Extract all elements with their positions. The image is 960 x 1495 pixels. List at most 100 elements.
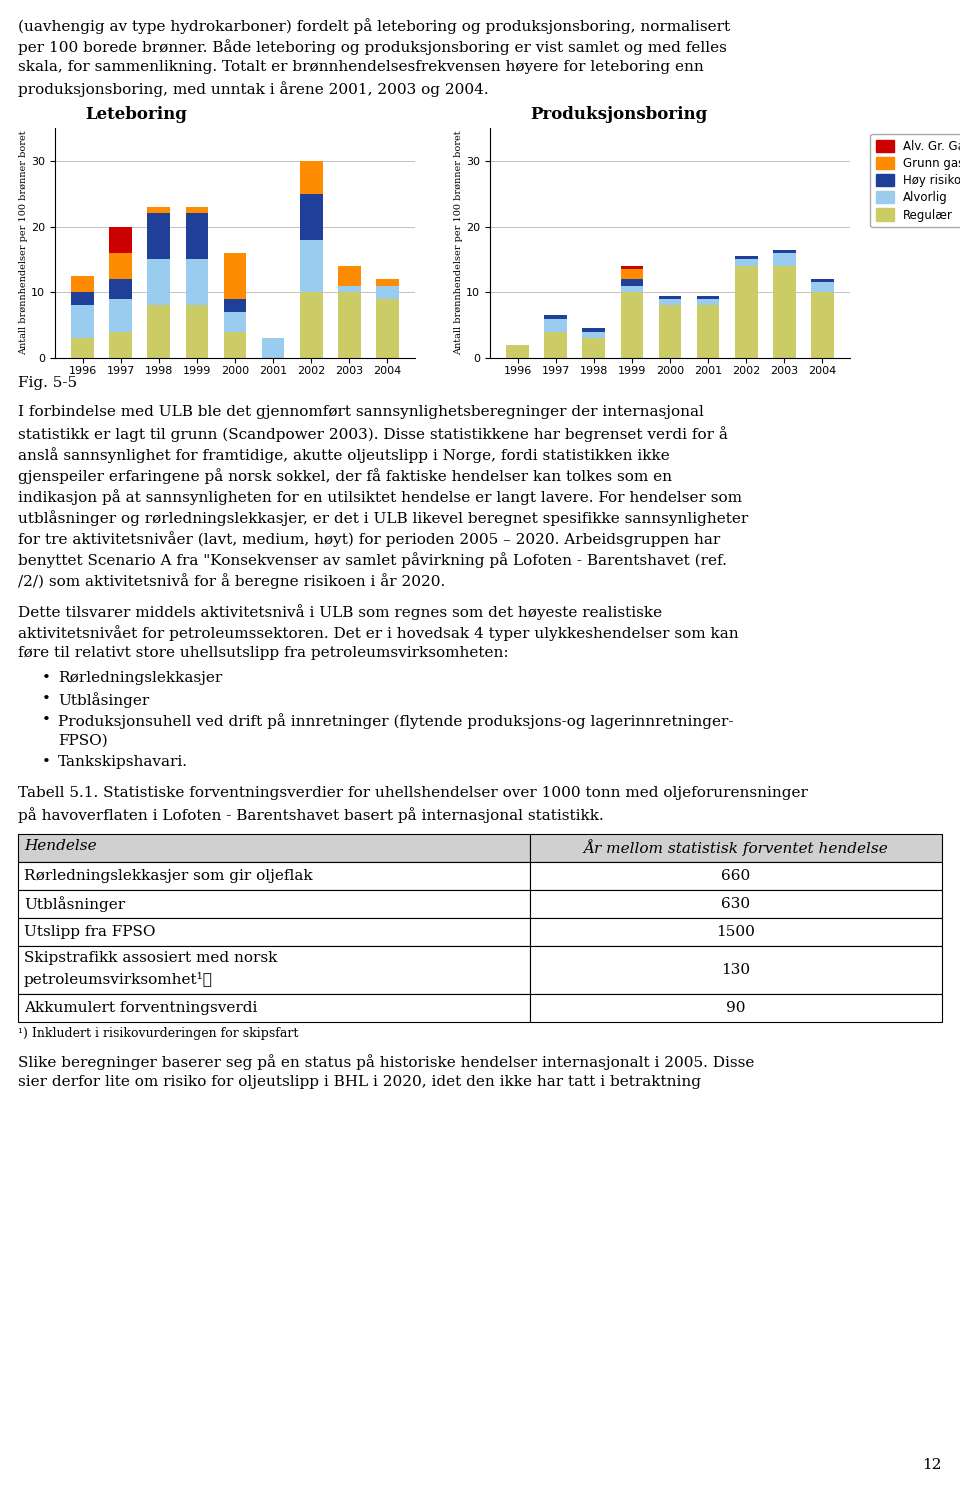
Bar	[506, 345, 529, 357]
Bar	[148, 260, 170, 305]
Text: sier derfor lite om risiko for oljeutslipp i BHL i 2020, idet den ikke har tatt : sier derfor lite om risiko for oljeutsli…	[18, 1075, 701, 1088]
Text: 12: 12	[923, 1458, 942, 1473]
Bar	[262, 338, 284, 357]
Text: indikasjon på at sannsynligheten for en utilsiktet hendelse er langt lavere. For: indikasjon på at sannsynligheten for en …	[18, 489, 742, 505]
Bar	[224, 253, 247, 299]
Bar	[148, 214, 170, 260]
Bar	[811, 283, 833, 293]
Bar	[583, 332, 606, 338]
Text: på havoverflaten i Lofoten - Barentshavet basert på internasjonal statistikk.: på havoverflaten i Lofoten - Barentshave…	[18, 807, 604, 822]
Text: petroleumsvirksomhet¹⧠: petroleumsvirksomhet¹⧠	[24, 972, 213, 987]
Text: Slike beregninger baserer seg på en status på historiske hendelser internasjonal: Slike beregninger baserer seg på en stat…	[18, 1054, 755, 1070]
Bar	[544, 318, 567, 332]
Bar	[18, 834, 530, 863]
Bar	[300, 161, 323, 194]
Text: Produksjonsboring: Produksjonsboring	[530, 106, 708, 123]
Bar	[148, 305, 170, 357]
Text: Utblåsninger: Utblåsninger	[24, 896, 125, 912]
Bar	[734, 266, 757, 357]
Bar	[375, 299, 398, 357]
Text: anslå sannsynlighet for framtidige, akutte oljeutslipp i Norge, fordi statistikk: anslå sannsynlighet for framtidige, akut…	[18, 447, 670, 463]
Y-axis label: Antall brønnhendelser per 100 brønner boret: Antall brønnhendelser per 100 brønner bo…	[19, 130, 29, 356]
Text: 660: 660	[721, 869, 751, 884]
Bar	[811, 293, 833, 357]
Bar	[620, 266, 643, 269]
Bar	[659, 299, 682, 305]
Text: Tabell 5.1. Statistiske forventningsverdier for uhellshendelser over 1000 tonn m: Tabell 5.1. Statistiske forventningsverd…	[18, 786, 808, 800]
Bar	[300, 239, 323, 293]
Bar	[530, 863, 942, 890]
Bar	[148, 206, 170, 214]
Text: 1500: 1500	[716, 925, 756, 939]
Bar	[224, 312, 247, 332]
Text: Fig. 5-5: Fig. 5-5	[18, 377, 77, 390]
Bar	[18, 890, 530, 918]
Text: Hendelse: Hendelse	[24, 839, 97, 854]
Bar	[583, 329, 606, 332]
Text: Akkumulert forventningsverdi: Akkumulert forventningsverdi	[24, 1002, 257, 1015]
Bar	[620, 286, 643, 293]
Text: benyttet Scenario A fra "Konsekvenser av samlet påvirkning på Lofoten - Barentsh: benyttet Scenario A fra "Konsekvenser av…	[18, 552, 727, 568]
Bar	[300, 293, 323, 357]
Text: •: •	[42, 755, 51, 768]
Text: Rørledningslekkasjer som gir oljeflak: Rørledningslekkasjer som gir oljeflak	[24, 869, 313, 884]
Text: aktivitetsnivået for petroleumssektoren. Det er i hovedsak 4 typer ulykkeshendel: aktivitetsnivået for petroleumssektoren.…	[18, 625, 738, 641]
Bar	[18, 994, 530, 1023]
Bar	[71, 305, 94, 338]
Text: /2/) som aktivitetsnivå for å beregne risikoen i år 2020.: /2/) som aktivitetsnivå for å beregne ri…	[18, 573, 445, 589]
Text: for tre aktivitetsnivåer (lavt, medium, høyt) for perioden 2005 – 2020. Arbeidsg: for tre aktivitetsnivåer (lavt, medium, …	[18, 531, 720, 547]
Text: Utslipp fra FPSO: Utslipp fra FPSO	[24, 925, 156, 939]
Text: Skipstrafikk assosiert med norsk: Skipstrafikk assosiert med norsk	[24, 951, 277, 964]
Text: Dette tilsvarer middels aktivitetsnivå i ULB som regnes som det høyeste realisti: Dette tilsvarer middels aktivitetsnivå i…	[18, 604, 662, 620]
Bar	[697, 299, 719, 305]
Bar	[773, 266, 796, 357]
Text: År mellom statistisk forventet hendelse: År mellom statistisk forventet hendelse	[584, 840, 888, 857]
Text: Rørledningslekkasjer: Rørledningslekkasjer	[58, 671, 223, 685]
Bar	[109, 280, 132, 299]
Bar	[544, 332, 567, 357]
Bar	[530, 834, 942, 863]
Bar	[544, 315, 567, 318]
Text: Tankskipshavari.: Tankskipshavari.	[58, 755, 188, 768]
Bar	[109, 253, 132, 280]
Bar	[530, 890, 942, 918]
Bar	[620, 280, 643, 286]
Bar	[338, 266, 361, 286]
Text: skala, for sammenlikning. Totalt er brønnhendelsesfrekvensen høyere for letebori: skala, for sammenlikning. Totalt er brøn…	[18, 60, 704, 73]
Bar	[109, 299, 132, 332]
Bar	[659, 296, 682, 299]
Text: per 100 borede brønner. Både leteboring og produksjonsboring er vist samlet og m: per 100 borede brønner. Både leteboring …	[18, 39, 727, 55]
Bar	[18, 918, 530, 946]
Bar	[18, 863, 530, 890]
Text: FPSO): FPSO)	[58, 734, 108, 748]
Bar	[773, 250, 796, 253]
Bar	[811, 280, 833, 283]
Bar	[530, 918, 942, 946]
Text: utblåsninger og rørledningslekkasjer, er det i ULB likevel beregnet spesifikke s: utblåsninger og rørledningslekkasjer, er…	[18, 510, 748, 526]
Text: I forbindelse med ULB ble det gjennomført sannsynlighetsberegninger der internas: I forbindelse med ULB ble det gjennomfør…	[18, 405, 704, 419]
Bar	[185, 206, 208, 214]
Text: Produksjonsuhell ved drift på innretninger (flytende produksjons-og lagerinnretn: Produksjonsuhell ved drift på innretning…	[58, 713, 733, 730]
Bar	[71, 338, 94, 357]
Bar	[375, 280, 398, 286]
Bar	[697, 305, 719, 357]
Bar	[697, 296, 719, 299]
Text: •: •	[42, 692, 51, 706]
Text: Leteboring: Leteboring	[85, 106, 187, 123]
Text: Utblåsinger: Utblåsinger	[58, 692, 149, 707]
Text: (uavhengig av type hydrokarboner) fordelt på leteboring og produksjonsboring, no: (uavhengig av type hydrokarboner) fordel…	[18, 18, 731, 34]
Bar	[224, 299, 247, 312]
Bar	[620, 269, 643, 280]
Legend: Alv. Gr. Gass, Grunn gass, Høy risiko, Alvorlig, Regulær: Alv. Gr. Gass, Grunn gass, Høy risiko, A…	[871, 135, 960, 227]
Text: føre til relativt store uhellsutslipp fra petroleumsvirksomheten:: føre til relativt store uhellsutslipp fr…	[18, 646, 509, 659]
Bar	[530, 994, 942, 1023]
Y-axis label: Antall brønnhendelser per 100 brønner boret: Antall brønnhendelser per 100 brønner bo…	[454, 130, 464, 356]
Bar	[109, 332, 132, 357]
Text: statistikk er lagt til grunn (Scandpower 2003). Disse statistikkene har begrense: statistikk er lagt til grunn (Scandpower…	[18, 426, 728, 443]
Bar	[71, 293, 94, 305]
Bar	[734, 260, 757, 266]
Bar	[583, 338, 606, 357]
Bar	[300, 194, 323, 239]
Bar	[109, 227, 132, 253]
Bar	[18, 946, 530, 994]
